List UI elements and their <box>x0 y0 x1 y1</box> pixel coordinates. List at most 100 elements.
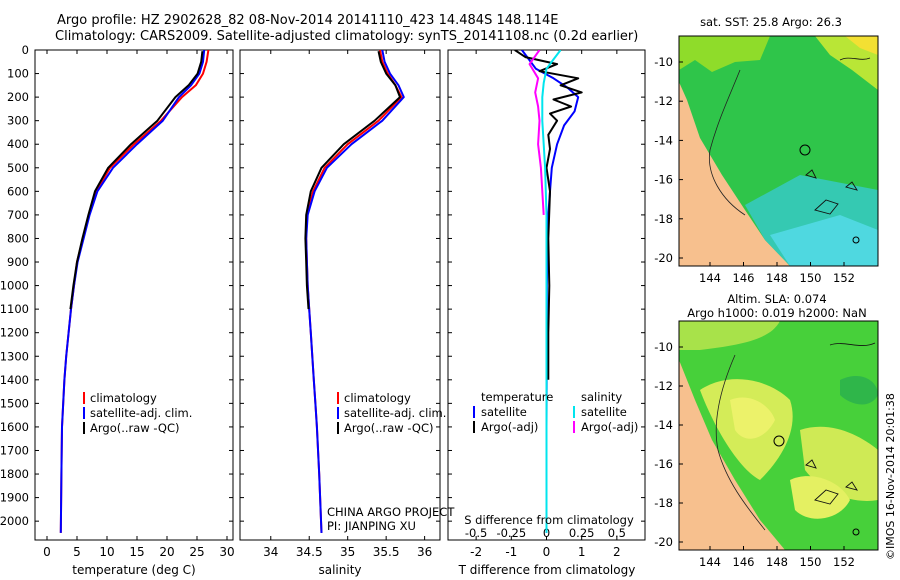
x-tick-label: 5 <box>73 545 81 559</box>
difference-xlabel: T difference from climatology <box>458 563 636 577</box>
legend-temperature-title: temperature <box>481 390 553 404</box>
lon-label: 146 <box>733 555 755 569</box>
lon-label: 148 <box>766 555 788 569</box>
lon-label: 144 <box>699 555 721 569</box>
y-tick-label: 1500 <box>0 396 29 410</box>
x-tick-label: 25 <box>189 545 204 559</box>
series-group <box>59 50 210 533</box>
header-line1: Argo profile: HZ 2902628_82 08-Nov-2014 … <box>57 13 558 28</box>
legend-salinity-title: salinity <box>581 390 622 404</box>
y-tick-label: 1400 <box>0 373 29 387</box>
sst-map-title: sat. SST: 25.8 Argo: 26.3 <box>700 15 842 29</box>
series-line-argo-raw-qc- <box>304 50 401 310</box>
top-tick-label: 0 <box>543 526 550 540</box>
y-tick-label: 200 <box>7 90 29 104</box>
x-tick-label: -2 <box>470 545 482 559</box>
sla-map-title2: Argo h1000: 0.019 h2000: NaN <box>687 306 866 320</box>
y-tick-label: 600 <box>7 184 29 198</box>
legend-satellite: satellite-adj. clim. <box>90 406 192 420</box>
x-tick-label: 34.5 <box>296 545 323 559</box>
lat-label: -12 <box>654 94 673 108</box>
series-line-s-argo-adj- <box>528 50 545 215</box>
x-tick-label: 34 <box>263 545 278 559</box>
lat-label: -10 <box>654 55 673 69</box>
sst-map <box>678 35 879 267</box>
x-tick-label: 0 <box>43 545 51 559</box>
argo-location-marker <box>773 435 785 447</box>
lon-label: 150 <box>800 555 822 569</box>
difference-top-label: S difference from climatology <box>464 513 634 527</box>
y-tick-label: 900 <box>7 255 29 269</box>
lat-label: -18 <box>654 496 673 510</box>
series-line-argo-raw-qc- <box>69 51 204 310</box>
sla-map-title1: Altim. SLA: 0.074 <box>727 292 826 306</box>
difference-legend: temperature satellite Argo(-adj) salinit… <box>473 390 638 434</box>
annotation-pi: PI: JIANPING XU <box>327 519 416 533</box>
header-line2: Climatology: CARS2009. Satellite-adjuste… <box>55 29 638 44</box>
lon-label: 146 <box>733 271 755 285</box>
top-tick-label: -0.5 <box>465 526 487 540</box>
x-tick-label: 15 <box>129 545 144 559</box>
plot-frame <box>34 49 234 541</box>
y-tick-label: 700 <box>7 208 29 222</box>
y-tick-label: 1000 <box>0 279 29 293</box>
legend-argo: Argo(..raw -QC) <box>344 421 434 435</box>
legend-argo: Argo(..raw -QC) <box>90 421 180 435</box>
y-tick-label: 1700 <box>0 443 29 457</box>
top-tick-label: 0.5 <box>608 526 626 540</box>
y-tick-label: 2000 <box>0 514 29 528</box>
sst-map-axes: -10 -12 -14 -16 -18 -20 144 146 148 150 152 <box>654 55 855 285</box>
y-tick-label: 0 <box>22 43 29 57</box>
x-tick-label: 10 <box>99 545 114 559</box>
legend-satellite: satellite-adj. clim. <box>344 406 446 420</box>
lat-label: -10 <box>654 340 673 354</box>
salinity-panel: 34 34.5 35 35.5 36 <box>239 49 441 559</box>
y-tick-label: 1900 <box>0 491 29 505</box>
imos-stamp: ©IMOS 16-Nov-2014 20:01:38 <box>884 393 897 560</box>
x-tick-label: -1 <box>505 545 517 559</box>
x-tick-label: 35.5 <box>373 545 400 559</box>
y-tick-label: 800 <box>7 231 29 245</box>
x-tick-label: 36 <box>417 545 432 559</box>
x-tick-label: 30 <box>219 545 234 559</box>
lat-label: -20 <box>654 251 673 265</box>
y-tick-label: 1100 <box>0 302 29 316</box>
x-tick-label: 20 <box>159 545 174 559</box>
temperature-xlabel: temperature (deg C) <box>72 563 195 577</box>
legend-s-argo: Argo(-adj) <box>581 420 638 434</box>
x-tick-label: 0 <box>543 545 551 559</box>
y-tick-label: 1600 <box>0 420 29 434</box>
lat-label: -18 <box>654 212 673 226</box>
lon-label: 148 <box>766 271 788 285</box>
y-tick-label: 1300 <box>0 349 29 363</box>
series-line-s-satellite <box>541 50 562 533</box>
x-tick-label: 1 <box>578 545 586 559</box>
y-tick-label: 1800 <box>0 467 29 481</box>
temperature-panel: 0 5 10 15 20 25 300100200300400500600700800900… <box>0 43 235 559</box>
y-tick-label: 300 <box>7 114 29 128</box>
lon-label: 152 <box>833 271 855 285</box>
legend-t-satellite: satellite <box>481 405 527 419</box>
lon-label: 144 <box>699 271 721 285</box>
salinity-legend: climatology satellite-adj. clim. Argo(..… <box>337 391 446 435</box>
y-tick-label: 1200 <box>0 326 29 340</box>
salinity-xlabel: salinity <box>318 563 361 577</box>
x-tick-label: 35 <box>340 545 355 559</box>
series-group <box>304 50 405 533</box>
legend-climatology: climatology <box>90 391 157 405</box>
top-tick-label: 0.25 <box>569 526 595 540</box>
y-tick-label: 400 <box>7 137 29 151</box>
sla-map <box>678 320 879 551</box>
sla-map-axes: -10 -12 -14 -16 -18 -20 144 146 148 150 152 <box>654 340 855 569</box>
plot-frame <box>239 49 441 541</box>
y-tick-label: 500 <box>7 161 29 175</box>
y-tick-label: 100 <box>7 67 29 81</box>
lat-label: -16 <box>654 457 673 471</box>
temperature-legend: climatology satellite-adj. clim. Argo(..… <box>83 391 192 435</box>
lon-label: 152 <box>833 555 855 569</box>
lat-label: -20 <box>654 535 673 549</box>
series-group <box>514 50 583 533</box>
series-line-t-argo-adj- <box>514 50 583 380</box>
x-tick-label: 2 <box>613 545 621 559</box>
